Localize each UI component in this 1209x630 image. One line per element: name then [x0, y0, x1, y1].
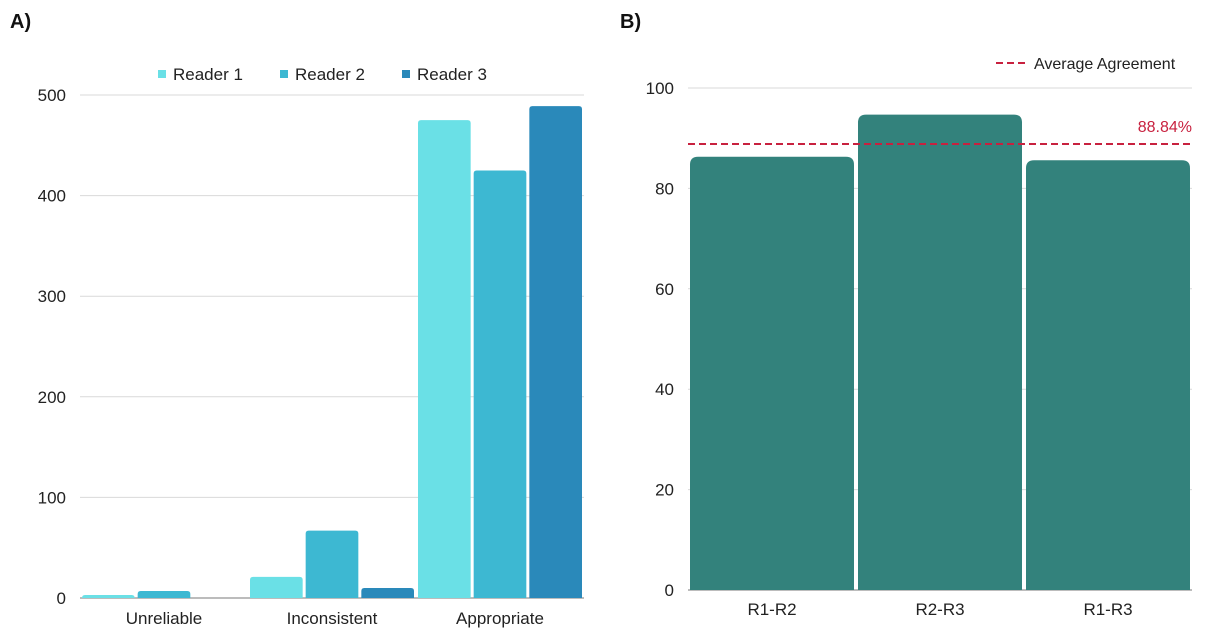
y-tick-label: 80 — [655, 179, 674, 198]
bar-reader-3 — [361, 587, 414, 598]
legend-label: Reader 2 — [295, 65, 365, 84]
bar-r1-r3 — [1026, 160, 1190, 590]
y-tick-label: 20 — [655, 481, 674, 500]
bar-reader-1 — [82, 594, 135, 598]
bar-reader-1 — [418, 120, 471, 599]
chart-a-readers-bar-chart: 0 100 200 300 400 500 Unreliable Inconsistent Ap… — [38, 65, 584, 628]
bar-reader-1 — [250, 576, 303, 598]
bar-reader-2 — [305, 530, 359, 598]
legend-label: Reader 3 — [417, 65, 487, 84]
legend-swatch — [158, 70, 166, 78]
chart-b-agreement-bar-chart: 0 20 40 60 80 100 R1-R2 R2-R3 R1-R3 88.84% Average… — [646, 56, 1192, 619]
y-tick-label: 40 — [655, 380, 674, 399]
bar-reader-2 — [473, 170, 527, 598]
panel-a-label: A) — [10, 11, 31, 33]
y-tick-label: 100 — [38, 488, 66, 507]
y-tick-label: 300 — [38, 287, 66, 306]
x-tick-label: Unreliable — [126, 609, 203, 628]
bar-reader-2 — [137, 590, 191, 598]
y-tick-label: 100 — [646, 79, 674, 98]
legend-label: Average Agreement — [1034, 56, 1176, 73]
y-tick-label: 0 — [57, 589, 66, 608]
legend-swatch — [280, 70, 288, 78]
y-tick-label: 60 — [655, 280, 674, 299]
y-tick-label: 0 — [665, 581, 674, 600]
y-tick-label: 500 — [38, 86, 66, 105]
y-tick-label: 200 — [38, 388, 66, 407]
legend-swatch — [402, 70, 410, 78]
bar-r1-r2 — [690, 156, 854, 591]
average-agreement-value: 88.84% — [1138, 119, 1192, 136]
bar-r2-r3 — [858, 114, 1022, 590]
x-tick-label: Appropriate — [456, 609, 544, 628]
legend-label: Reader 1 — [173, 65, 243, 84]
bar-reader-3 — [529, 106, 582, 598]
x-tick-label: R1-R3 — [1083, 600, 1132, 619]
y-tick-label: 400 — [38, 187, 66, 206]
x-tick-label: Inconsistent — [287, 609, 378, 628]
panel-b-label: B) — [620, 11, 641, 33]
x-tick-label: R1-R2 — [747, 600, 796, 619]
x-tick-label: R2-R3 — [915, 600, 964, 619]
